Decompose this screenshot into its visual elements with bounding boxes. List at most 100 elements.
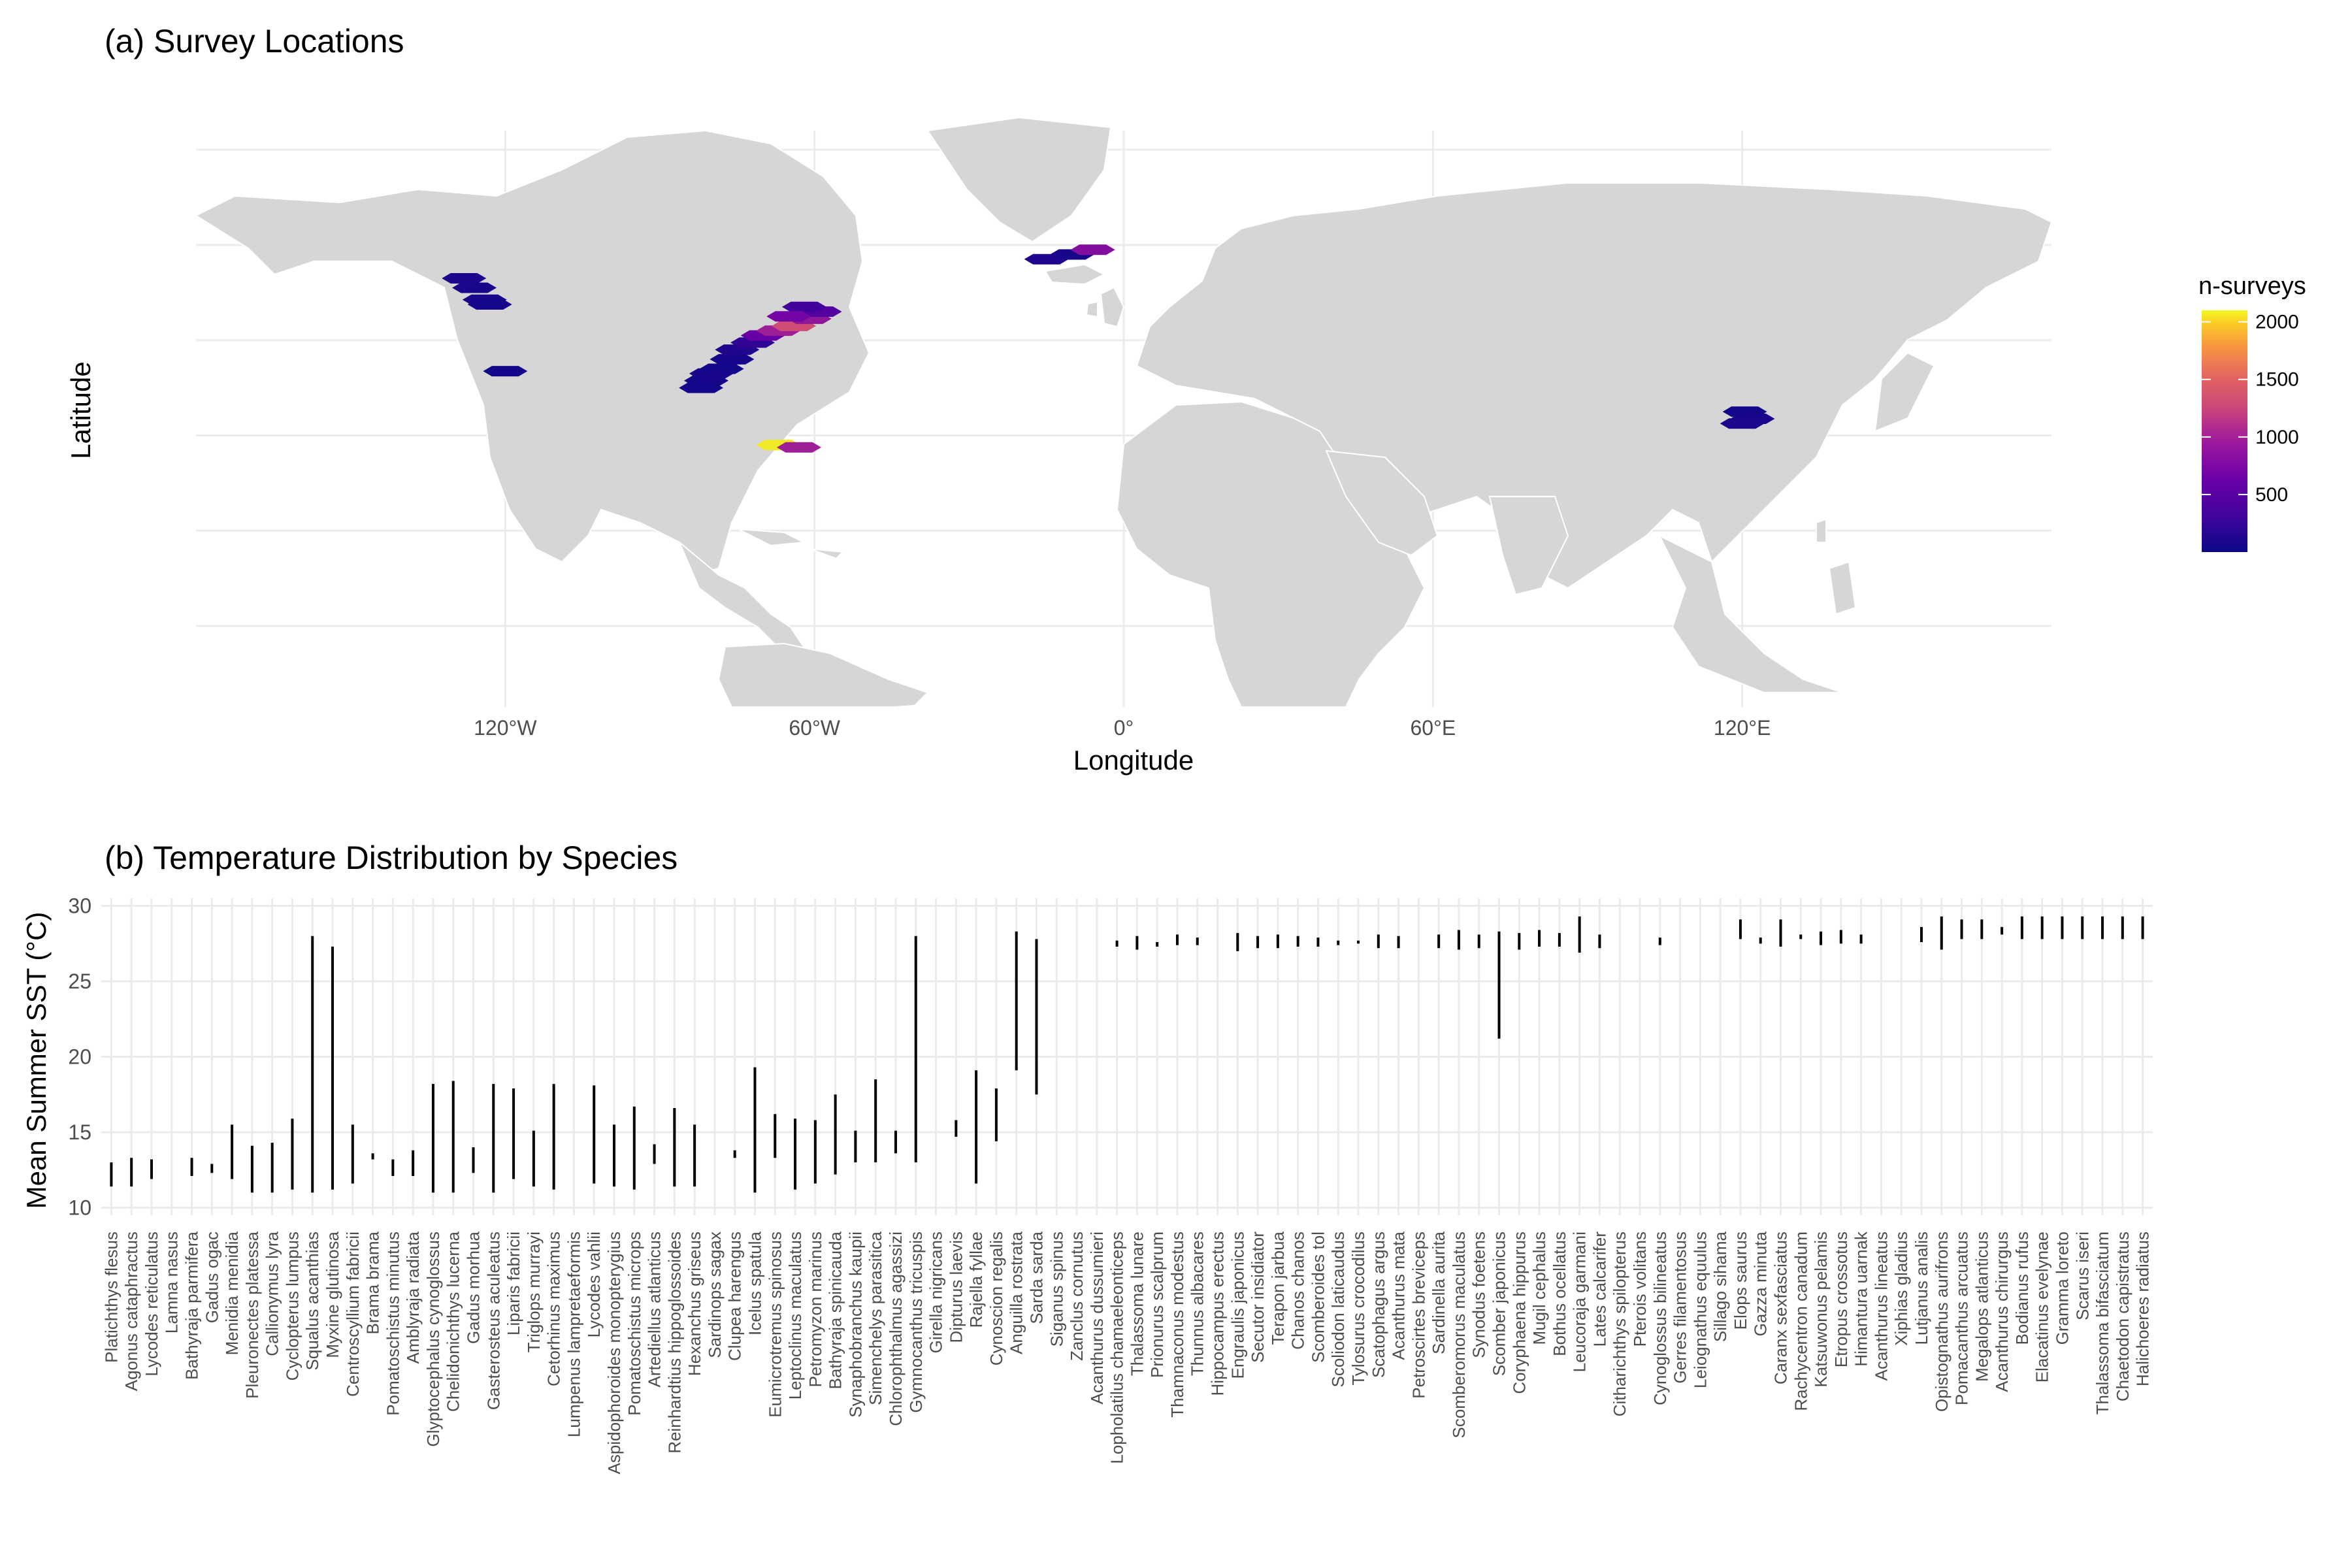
survey-cell	[442, 272, 487, 284]
world-landmass	[194, 116, 2053, 708]
species-label: Glyptocephalus cynoglossus	[423, 1232, 443, 1447]
species-label: Reinhardtius hippoglossoides	[664, 1232, 684, 1454]
species-label: Halichoeres radiatus	[2133, 1232, 2153, 1386]
species-label: Gymnocanthus tricuspis	[906, 1232, 926, 1413]
species-label: Rajella fyllae	[966, 1232, 986, 1328]
species-label: Squalus acanthias	[302, 1232, 322, 1370]
legend-tick-label: 2000	[2255, 312, 2299, 333]
species-label: Acanthurus lineatus	[1871, 1232, 1891, 1380]
sst-y-tick-label: 15	[68, 1120, 91, 1144]
species-label: Bothus ocellatus	[1550, 1232, 1569, 1356]
species-label: Opistognathus aurifrons	[1932, 1232, 1952, 1412]
species-label: Pterois volitans	[1630, 1232, 1650, 1347]
species-label: Thamnaconus modestus	[1168, 1232, 1187, 1418]
species-label: Gadus ogac	[202, 1232, 221, 1323]
survey-cell	[699, 363, 744, 374]
species-label: Scatophagus argus	[1369, 1232, 1388, 1378]
survey-cell	[483, 366, 528, 377]
species-label: Bathyraja spinicauda	[826, 1231, 845, 1389]
species-label: Chlorophthalmus agassizi	[886, 1232, 906, 1426]
map-lon-tick-label: 60°E	[1410, 716, 1456, 740]
species-label: Artediellus atlanticus	[645, 1232, 664, 1387]
map-lon-tick-label: 60°W	[789, 716, 840, 740]
taiwan-philippines	[1816, 518, 1857, 615]
species-labels: Platichthys flesus Agonus cataphractus Lyc…	[101, 1231, 2152, 1474]
survey-cell	[781, 301, 826, 312]
species-label: Amblyraja radiata	[403, 1231, 423, 1364]
species-label: Menidia menidia	[222, 1231, 242, 1355]
species-label: Girella nigricans	[926, 1232, 946, 1353]
species-label: Gramma loreto	[2052, 1232, 2072, 1345]
sst-y-axis: 10 15 20 25 30	[68, 894, 91, 1220]
species-label: Synodus foetens	[1469, 1232, 1489, 1358]
legend-tick-label: 1500	[2255, 369, 2299, 391]
species-label: Katsuwonus pelamis	[1811, 1232, 1831, 1387]
species-label: Elops saurus	[1731, 1232, 1750, 1330]
species-label: Petroscirtes breviceps	[1409, 1232, 1428, 1399]
species-label: Gerres filamentosus	[1671, 1232, 1690, 1384]
species-label: Pomacanthus arcuatus	[1952, 1232, 1972, 1405]
legend-tick-label: 1000	[2255, 427, 2299, 448]
sst-y-tick-label: 30	[68, 894, 91, 918]
species-label: Acanthurus dussumieri	[1087, 1232, 1107, 1404]
species-label: Secutor insidiator	[1248, 1232, 1267, 1363]
colorbar-legend: n-surveys 2000 1500 1000 500	[2198, 272, 2306, 552]
species-label: Lycodes reticulatus	[142, 1232, 161, 1377]
species-label: Chaetodon capistratus	[2113, 1232, 2132, 1401]
species-label: Xiphias gladius	[1891, 1232, 1911, 1346]
species-label: Liparis fabricii	[504, 1232, 523, 1335]
species-label: Lopholatilus chamaeleonticeps	[1107, 1232, 1127, 1464]
map-x-axis-title: Longitude	[1073, 745, 1194, 776]
species-label: Dipturus laevis	[946, 1232, 966, 1343]
species-label: Clupea harengus	[725, 1232, 745, 1361]
species-label: Brama brama	[363, 1231, 383, 1334]
species-label: Cetorhinus maximus	[544, 1232, 564, 1386]
map-lon-tick-label: 120°W	[474, 716, 537, 740]
map-lon-tick-label: 120°E	[1714, 716, 1771, 740]
species-label: Scomber japonicus	[1490, 1232, 1509, 1376]
species-label: Icelus spatula	[745, 1231, 764, 1335]
caribbean-islands	[738, 529, 845, 560]
species-label: Gazza minuta	[1751, 1231, 1771, 1336]
species-label: Bathyraja parmifera	[182, 1231, 202, 1379]
species-label: Citharichthys spilopterus	[1610, 1232, 1629, 1416]
species-label: Megalops atlanticus	[1972, 1232, 1991, 1382]
species-label: Leucoraja garmani	[1570, 1232, 1590, 1372]
species-label: Lamna nasus	[162, 1232, 182, 1333]
species-label: Centroscyllium fabricii	[343, 1232, 363, 1397]
species-label: Scoliodon laticaudus	[1328, 1232, 1348, 1388]
species-label: Chanos chanos	[1288, 1232, 1308, 1350]
iceland	[1044, 263, 1106, 286]
survey-cell	[766, 311, 811, 322]
sst-y-tick-label: 10	[68, 1196, 91, 1219]
species-label: Thalassoma lunare	[1127, 1232, 1147, 1376]
species-label: Pomatoschistus minutus	[383, 1232, 402, 1416]
species-label: Thalassoma bifasciatum	[2093, 1232, 2112, 1414]
species-label: Scomberoides tol	[1308, 1232, 1328, 1363]
species-label: Simenchelys parasitica	[866, 1231, 885, 1405]
survey-cell	[452, 282, 497, 293]
legend-colorbar	[2202, 310, 2247, 552]
species-label: Gasterosteus aculeatus	[483, 1232, 503, 1410]
species-label: Chelidonichthys lucerna	[444, 1231, 463, 1412]
survey-cell	[1720, 418, 1765, 429]
map-lon-tick-label: 0°	[1114, 716, 1134, 740]
species-label: Bodianus rufus	[2012, 1232, 2032, 1345]
species-label: Triglops murrayi	[524, 1232, 544, 1352]
species-label: Eumicrotremus spinosus	[765, 1232, 785, 1418]
greenland	[926, 116, 1112, 243]
species-label: Caranx sexfasciatus	[1771, 1232, 1790, 1384]
species-label: Terapon jarbua	[1268, 1231, 1288, 1345]
species-label: Anguilla rostrata	[1007, 1231, 1026, 1354]
species-label: Etropus crossotus	[1831, 1232, 1851, 1367]
species-label: Mugil cephalus	[1529, 1232, 1549, 1345]
species-label: Myxine glutinosa	[323, 1231, 342, 1358]
species-label: Sardinella aurita	[1429, 1231, 1448, 1354]
species-label: Engraulis japonicus	[1228, 1232, 1247, 1379]
species-label: Elacatinus evelynae	[2033, 1232, 2052, 1382]
species-label: Aspidophoroides monopterygius	[604, 1232, 624, 1474]
sst-y-axis-title: Mean Summer SST (°C)	[21, 912, 52, 1209]
species-label: Cynoscion regalis	[987, 1232, 1006, 1365]
map-axis: 120°W 60°W 0° 60°E 120°E	[474, 716, 1771, 740]
